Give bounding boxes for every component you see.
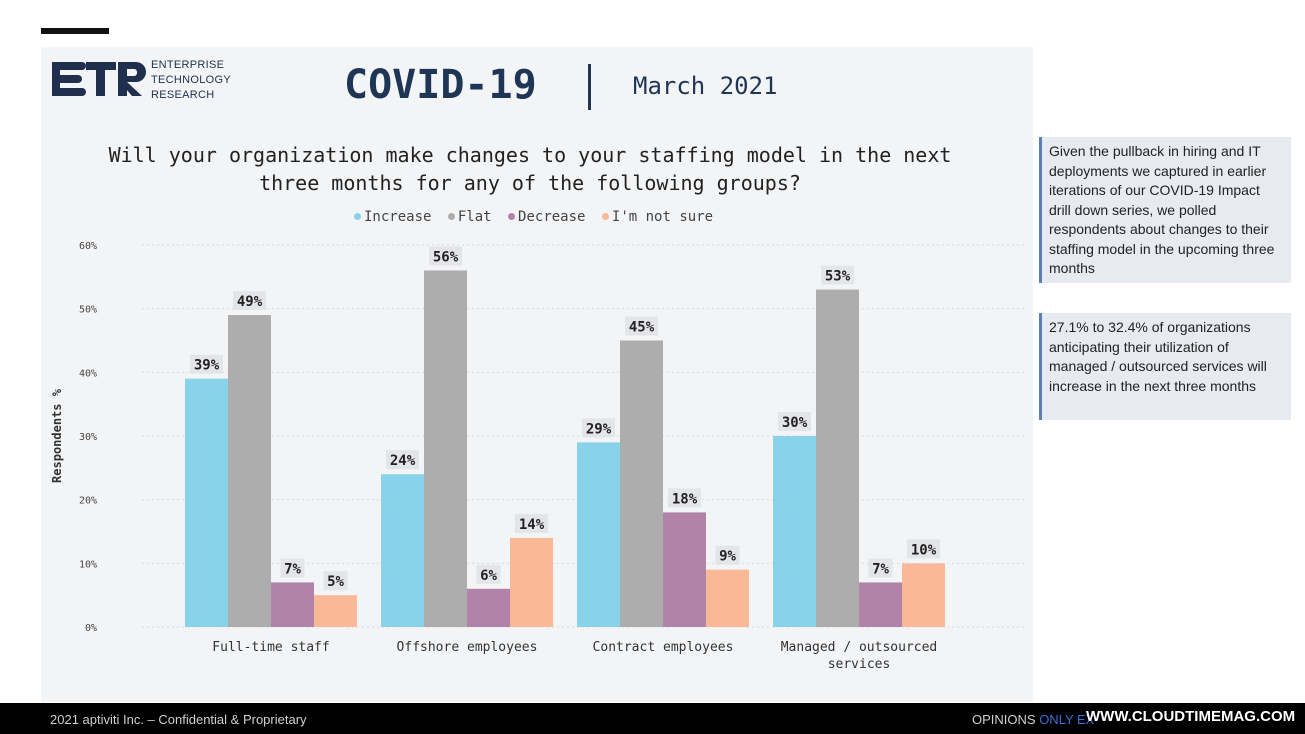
bar-increase	[773, 436, 816, 627]
data-label-box	[323, 571, 348, 591]
bar-i-m-not-sure	[706, 569, 749, 627]
logo-text: ENTERPRISE TECHNOLOGY RESEARCH	[151, 58, 231, 103]
legend-dot-icon	[601, 213, 609, 220]
logo-text-line: TECHNOLOGY	[151, 74, 232, 86]
data-label-box	[715, 545, 740, 565]
question-line: three months for any of the following gr…	[259, 171, 801, 195]
data-label-box	[778, 412, 811, 431]
data-label-box	[429, 246, 462, 266]
data-label: 7%	[872, 561, 889, 577]
data-label: 10%	[911, 542, 937, 558]
x-tick-label: Offshore employees	[397, 640, 538, 655]
x-tick-label: services	[828, 657, 891, 672]
bar-decrease	[467, 588, 510, 627]
data-label: 45%	[629, 320, 655, 336]
data-label: 7%	[284, 561, 301, 577]
bar-flat	[228, 315, 271, 627]
data-label: 6%	[480, 568, 497, 584]
logo-text-line: ENTERPRISE	[151, 59, 225, 71]
y-tick-label: 40%	[79, 368, 97, 379]
data-label: 56%	[433, 249, 459, 265]
data-label-box	[868, 558, 893, 578]
legend-label: Flat	[457, 209, 492, 225]
data-label: 5%	[327, 574, 344, 590]
data-label-box	[582, 418, 615, 438]
bar-increase	[381, 474, 424, 627]
etr-logo	[52, 62, 146, 96]
legend-item-flat: Flat	[447, 209, 492, 225]
data-label: 18%	[672, 491, 698, 507]
legend-label: Increase	[364, 209, 432, 225]
page-date: March 2021	[633, 72, 778, 100]
header-rule	[41, 28, 109, 34]
bar-i-m-not-sure	[314, 595, 357, 627]
bar-increase	[577, 442, 620, 627]
footer-bar: 2021 aptiviti Inc. – Confidential & Prop…	[0, 703, 1305, 734]
y-tick-label: 20%	[79, 496, 97, 507]
y-axis-label: Respondents %	[50, 388, 64, 483]
data-label-box	[190, 354, 223, 374]
data-label: 29%	[586, 421, 612, 437]
x-tick-label: Managed / outsourced	[781, 640, 938, 655]
data-label-box	[668, 488, 701, 508]
data-label: 24%	[390, 453, 416, 469]
legend-item-increase: Increase	[354, 209, 431, 225]
data-label-box	[386, 450, 419, 470]
data-label-box	[625, 316, 658, 336]
data-label-box	[907, 539, 940, 559]
footer-tagline-highlight: ONLY EX	[1039, 712, 1095, 727]
bar-i-m-not-sure	[902, 563, 945, 627]
data-label: 14%	[519, 517, 545, 533]
insight-note-1: Given the pullback in hiring and IT depl…	[1039, 137, 1291, 283]
title-separator	[588, 64, 591, 110]
bar-decrease	[859, 582, 902, 627]
logo-text-line: RESEARCH	[151, 89, 215, 101]
data-label-box	[280, 558, 305, 578]
footer-copyright: 2021 aptiviti Inc. – Confidential & Prop…	[50, 712, 307, 727]
x-tick-label: Full-time staff	[212, 640, 329, 655]
data-label: 39%	[194, 358, 220, 374]
legend-dot-icon	[508, 213, 516, 220]
y-tick-label: 0%	[85, 623, 97, 634]
bar-flat	[816, 289, 859, 627]
question-line: Will your organization make changes to y…	[108, 143, 952, 167]
legend-dot-icon	[354, 213, 361, 220]
data-label: 49%	[237, 294, 263, 310]
data-label-box	[476, 564, 501, 584]
footer-tagline-prefix: OPINIONS	[972, 712, 1040, 727]
data-label-box	[233, 291, 266, 311]
bar-i-m-not-sure	[510, 537, 553, 627]
bar-decrease	[271, 582, 314, 627]
data-label-box	[515, 513, 548, 533]
insight-note-2: 27.1% to 32.4% of organizations anticipa…	[1039, 313, 1291, 420]
footer-tagline: OPINIONS ONLY EX	[972, 712, 1094, 727]
y-tick-label: 50%	[79, 305, 97, 316]
data-label: 53%	[825, 269, 851, 285]
legend-label: I'm not sure	[611, 209, 714, 225]
chart-question: Will your organization make changes to y…	[60, 141, 1000, 197]
y-tick-label: 60%	[79, 241, 97, 252]
bar-increase	[185, 378, 228, 627]
x-tick-label: Contract employees	[593, 640, 734, 655]
data-label: 9%	[719, 549, 736, 565]
data-label-box	[821, 265, 854, 285]
legend-dot-icon	[447, 213, 455, 220]
chart-legend: Increase Flat Decrease I'm not sure	[354, 209, 721, 225]
y-tick-label: 30%	[79, 432, 97, 443]
y-tick-label: 10%	[79, 559, 97, 570]
footer-url[interactable]: WWW.CLOUDTIMEMAG.COM	[1086, 708, 1296, 725]
bar-flat	[620, 340, 663, 627]
bar-chart: 0% 10% 20% 30% 40% 50% 60% Respondents % 39% 49% 7…	[50, 241, 1026, 672]
page-title: COVID-19	[344, 62, 537, 108]
legend-label: Decrease	[518, 209, 586, 225]
bar-decrease	[663, 512, 706, 627]
data-label: 30%	[782, 415, 808, 431]
legend-item-not-sure: I'm not sure	[601, 209, 714, 225]
bar-flat	[424, 270, 467, 627]
legend-item-decrease: Decrease	[508, 209, 585, 225]
